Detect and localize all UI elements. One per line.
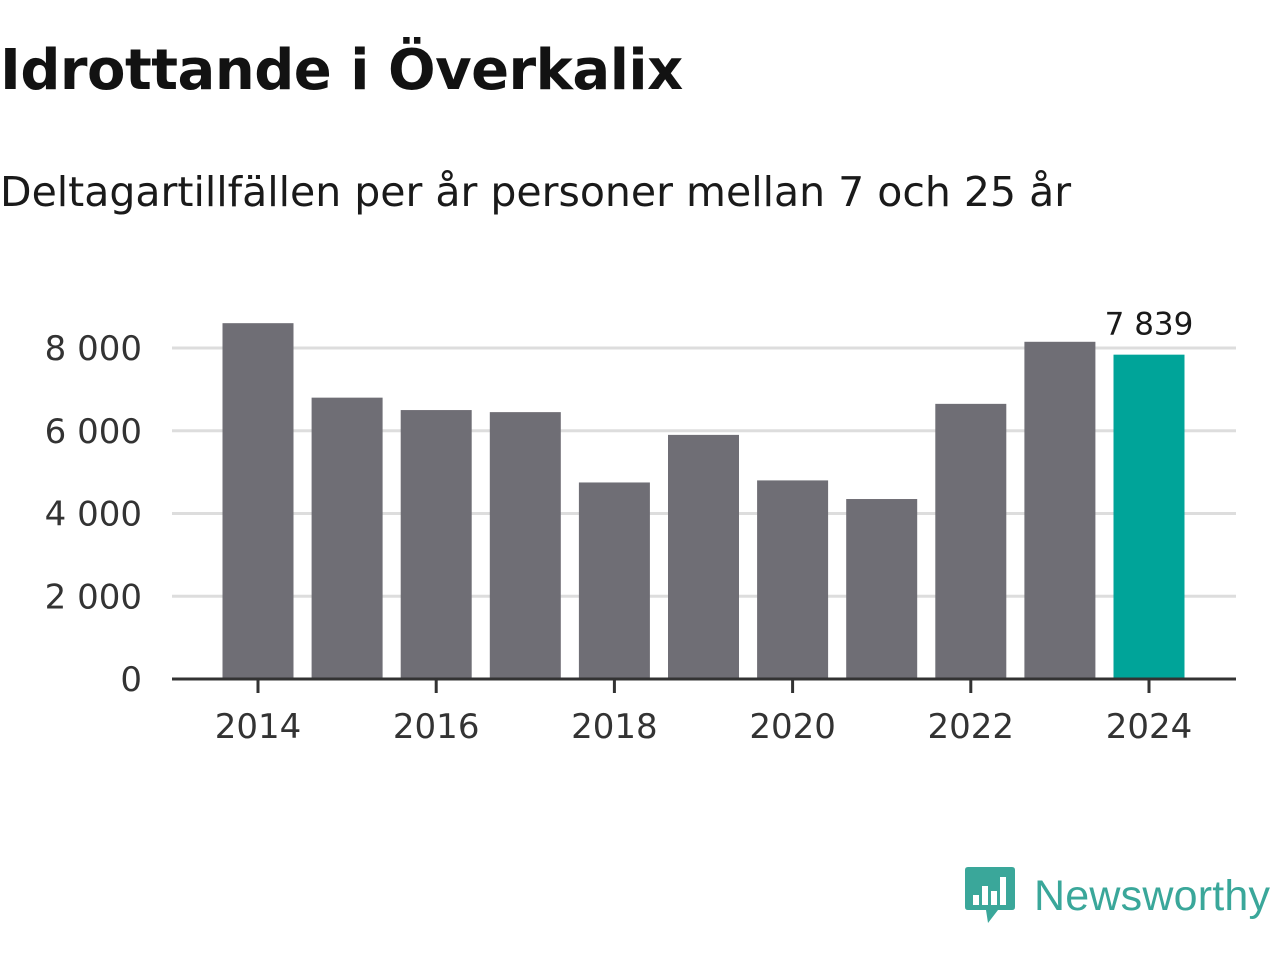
bar-2019: [668, 434, 739, 679]
y-tick-label: 0: [120, 660, 142, 700]
x-tick-label: 2022: [928, 707, 1015, 747]
y-tick-label: 6 000: [45, 412, 142, 452]
y-tick-label: 4 000: [45, 495, 142, 535]
bar-2022: [935, 403, 1007, 679]
x-tick-label: 2024: [1106, 707, 1193, 747]
y-tick-label: 8 000: [45, 329, 142, 369]
bar-2024: [1113, 354, 1185, 679]
chart-subtitle: Deltagartillfällen per år personer mella…: [0, 168, 1072, 216]
bar-2016: [400, 410, 472, 679]
bar-2023: [1024, 341, 1096, 679]
axes: [172, 677, 1236, 693]
bar-2014: [222, 323, 294, 679]
chart-title: Idrottande i Överkalix: [0, 38, 683, 103]
y-tick-label: 2 000: [45, 577, 142, 617]
x-tick-label: 2014: [215, 707, 302, 747]
labels: 0 2 000 4 000 6 000 8 000 2014 2016 2018 2020 202…: [45, 307, 1194, 747]
brand-name: Newsworthy: [1034, 871, 1271, 920]
x-tick-label: 2020: [749, 707, 836, 747]
data-label: 7 839: [1105, 307, 1194, 343]
brand-logo: Newsworthy: [964, 864, 1270, 928]
bars: [222, 323, 1185, 679]
bar-2020: [757, 480, 829, 679]
bar-2021: [846, 499, 918, 679]
bar-2017: [489, 412, 561, 679]
x-tick-label: 2016: [393, 707, 480, 747]
bar-2015: [311, 397, 383, 679]
bar-2018: [578, 482, 650, 679]
x-tick-label: 2018: [571, 707, 658, 747]
newsworthy-logo-icon: [965, 867, 1015, 923]
